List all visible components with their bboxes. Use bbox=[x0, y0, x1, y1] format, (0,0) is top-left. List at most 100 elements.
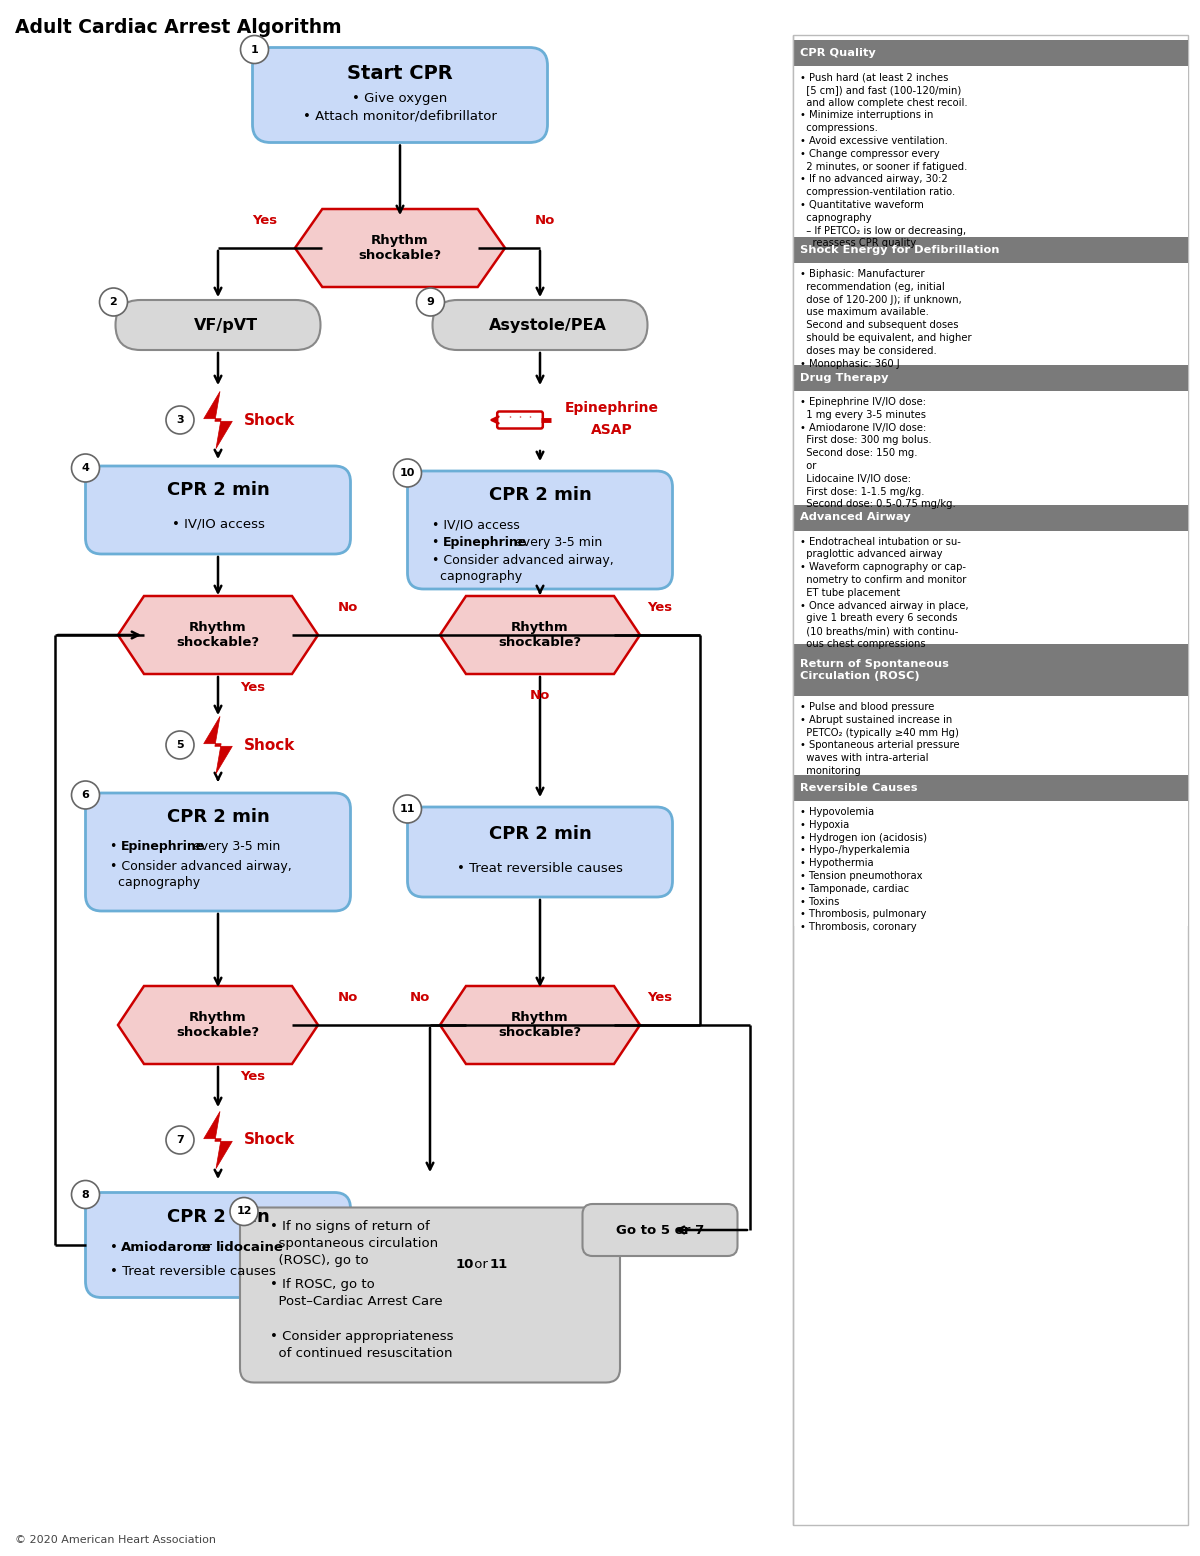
Text: 12: 12 bbox=[236, 1206, 252, 1217]
Text: or: or bbox=[194, 1242, 216, 1254]
Text: Return of Spontaneous
Circulation (ROSC): Return of Spontaneous Circulation (ROSC) bbox=[800, 660, 949, 682]
Text: No: No bbox=[535, 213, 556, 227]
FancyBboxPatch shape bbox=[793, 237, 1188, 263]
Text: Rhythm
shockable?: Rhythm shockable? bbox=[359, 233, 442, 261]
Circle shape bbox=[72, 781, 100, 809]
Text: No: No bbox=[338, 601, 358, 613]
FancyBboxPatch shape bbox=[793, 65, 1188, 237]
Circle shape bbox=[100, 288, 127, 316]
Circle shape bbox=[166, 731, 194, 759]
FancyBboxPatch shape bbox=[252, 48, 547, 143]
Text: Start CPR: Start CPR bbox=[347, 64, 452, 82]
Text: No: No bbox=[530, 688, 550, 702]
Text: Yes: Yes bbox=[252, 213, 277, 227]
Text: 6: 6 bbox=[82, 790, 90, 800]
FancyBboxPatch shape bbox=[793, 644, 1188, 696]
Text: Rhythm
shockable?: Rhythm shockable? bbox=[176, 1011, 259, 1039]
Text: • Consider appropriateness
  of continued resuscitation: • Consider appropriateness of continued … bbox=[270, 1330, 454, 1360]
Text: Epinephrine: Epinephrine bbox=[443, 535, 527, 549]
Circle shape bbox=[416, 288, 444, 316]
FancyBboxPatch shape bbox=[793, 504, 1188, 531]
FancyBboxPatch shape bbox=[85, 1192, 350, 1298]
Text: CPR Quality: CPR Quality bbox=[800, 48, 876, 58]
Text: • Treat reversible causes: • Treat reversible causes bbox=[110, 1265, 276, 1277]
Polygon shape bbox=[440, 596, 640, 674]
FancyBboxPatch shape bbox=[582, 1204, 738, 1256]
FancyBboxPatch shape bbox=[793, 34, 1188, 1525]
Text: • Hypovolemia
• Hypoxia
• Hydrogen ion (acidosis)
• Hypo-/hyperkalemia
• Hypothe: • Hypovolemia • Hypoxia • Hydrogen ion (… bbox=[800, 808, 928, 932]
Text: Rhythm
shockable?: Rhythm shockable? bbox=[176, 621, 259, 649]
Text: Shock: Shock bbox=[245, 412, 295, 428]
FancyBboxPatch shape bbox=[793, 775, 1188, 801]
Text: © 2020 American Heart Association: © 2020 American Heart Association bbox=[14, 1536, 216, 1545]
Text: Adult Cardiac Arrest Algorithm: Adult Cardiac Arrest Algorithm bbox=[14, 19, 342, 37]
Text: • Endotracheal intubation or su-
  praglottic advanced airway
• Waveform capnogr: • Endotracheal intubation or su- praglot… bbox=[800, 537, 968, 649]
Text: • IV/IO access: • IV/IO access bbox=[432, 518, 520, 531]
FancyBboxPatch shape bbox=[115, 300, 320, 350]
Text: No: No bbox=[410, 991, 430, 1004]
FancyBboxPatch shape bbox=[432, 300, 648, 350]
Polygon shape bbox=[204, 392, 233, 448]
Text: • Push hard (at least 2 inches
  [5 cm]) and fast (100-120/min)
  and allow comp: • Push hard (at least 2 inches [5 cm]) a… bbox=[800, 72, 967, 249]
Text: • Pulse and blood pressure
• Abrupt sustained increase in
  PETCO₂ (typically ≥4: • Pulse and blood pressure • Abrupt sust… bbox=[800, 702, 960, 776]
FancyBboxPatch shape bbox=[793, 531, 1188, 644]
Circle shape bbox=[166, 1127, 194, 1155]
Text: • Consider advanced airway,
  capnography: • Consider advanced airway, capnography bbox=[432, 554, 613, 584]
Text: Go to 5 or 7: Go to 5 or 7 bbox=[616, 1223, 704, 1237]
Text: or: or bbox=[470, 1257, 492, 1271]
Text: •: • bbox=[110, 1242, 122, 1254]
Text: Shock Energy for Defibrillation: Shock Energy for Defibrillation bbox=[800, 244, 1000, 255]
Text: CPR 2 min: CPR 2 min bbox=[167, 808, 269, 826]
Circle shape bbox=[240, 36, 269, 64]
Polygon shape bbox=[204, 1111, 233, 1169]
Text: • Give oxygen
• Attach monitor/defibrillator: • Give oxygen • Attach monitor/defibrill… bbox=[304, 92, 497, 123]
Text: Yes: Yes bbox=[648, 991, 672, 1004]
Text: 4: 4 bbox=[82, 464, 90, 473]
Text: • If no signs of return of
  spontaneous circulation
  (ROSC), go to: • If no signs of return of spontaneous c… bbox=[270, 1220, 438, 1267]
Circle shape bbox=[394, 459, 421, 487]
Text: Rhythm
shockable?: Rhythm shockable? bbox=[498, 621, 582, 649]
FancyBboxPatch shape bbox=[85, 465, 350, 554]
FancyBboxPatch shape bbox=[240, 1207, 620, 1382]
Text: VF/pVT: VF/pVT bbox=[194, 317, 258, 333]
Text: 8: 8 bbox=[82, 1189, 89, 1200]
Text: Yes: Yes bbox=[648, 601, 672, 613]
Text: 10: 10 bbox=[456, 1257, 474, 1271]
FancyBboxPatch shape bbox=[793, 801, 1188, 926]
Text: Asystole/PEA: Asystole/PEA bbox=[490, 317, 607, 333]
Circle shape bbox=[72, 454, 100, 482]
Text: Shock: Shock bbox=[245, 1133, 295, 1147]
Text: 10: 10 bbox=[400, 468, 415, 478]
Polygon shape bbox=[118, 987, 318, 1064]
FancyBboxPatch shape bbox=[793, 263, 1188, 366]
FancyBboxPatch shape bbox=[793, 391, 1188, 504]
Text: Yes: Yes bbox=[240, 680, 265, 694]
Text: • Consider advanced airway,
  capnography: • Consider advanced airway, capnography bbox=[110, 860, 292, 888]
Text: every 3-5 min: every 3-5 min bbox=[190, 840, 281, 853]
FancyBboxPatch shape bbox=[497, 411, 542, 428]
Text: Amiodarone: Amiodarone bbox=[121, 1242, 211, 1254]
Text: Shock: Shock bbox=[245, 738, 295, 753]
Text: 9: 9 bbox=[426, 297, 434, 307]
Polygon shape bbox=[118, 596, 318, 674]
Text: 11: 11 bbox=[400, 804, 415, 814]
Text: • IV/IO access: • IV/IO access bbox=[172, 518, 264, 531]
Text: 7: 7 bbox=[176, 1134, 184, 1145]
Polygon shape bbox=[440, 987, 640, 1064]
Text: •: • bbox=[110, 840, 121, 853]
Text: • Epinephrine IV/IO dose:
  1 mg every 3-5 minutes
• Amiodarone IV/IO dose:
  Fi: • Epinephrine IV/IO dose: 1 mg every 3-5… bbox=[800, 397, 955, 509]
FancyBboxPatch shape bbox=[85, 794, 350, 910]
Text: Epinephrine: Epinephrine bbox=[121, 840, 205, 853]
Text: No: No bbox=[338, 991, 358, 1004]
FancyBboxPatch shape bbox=[793, 366, 1188, 391]
Text: CPR 2 min: CPR 2 min bbox=[488, 825, 592, 843]
Text: 1: 1 bbox=[251, 45, 258, 54]
Circle shape bbox=[72, 1181, 100, 1209]
Circle shape bbox=[394, 795, 421, 823]
Text: • Treat reversible causes: • Treat reversible causes bbox=[457, 862, 623, 874]
Text: ASAP: ASAP bbox=[592, 423, 632, 437]
Text: Advanced Airway: Advanced Airway bbox=[800, 512, 911, 523]
FancyBboxPatch shape bbox=[408, 808, 672, 896]
Text: CPR 2 min: CPR 2 min bbox=[167, 1207, 269, 1226]
Text: Rhythm
shockable?: Rhythm shockable? bbox=[498, 1011, 582, 1039]
